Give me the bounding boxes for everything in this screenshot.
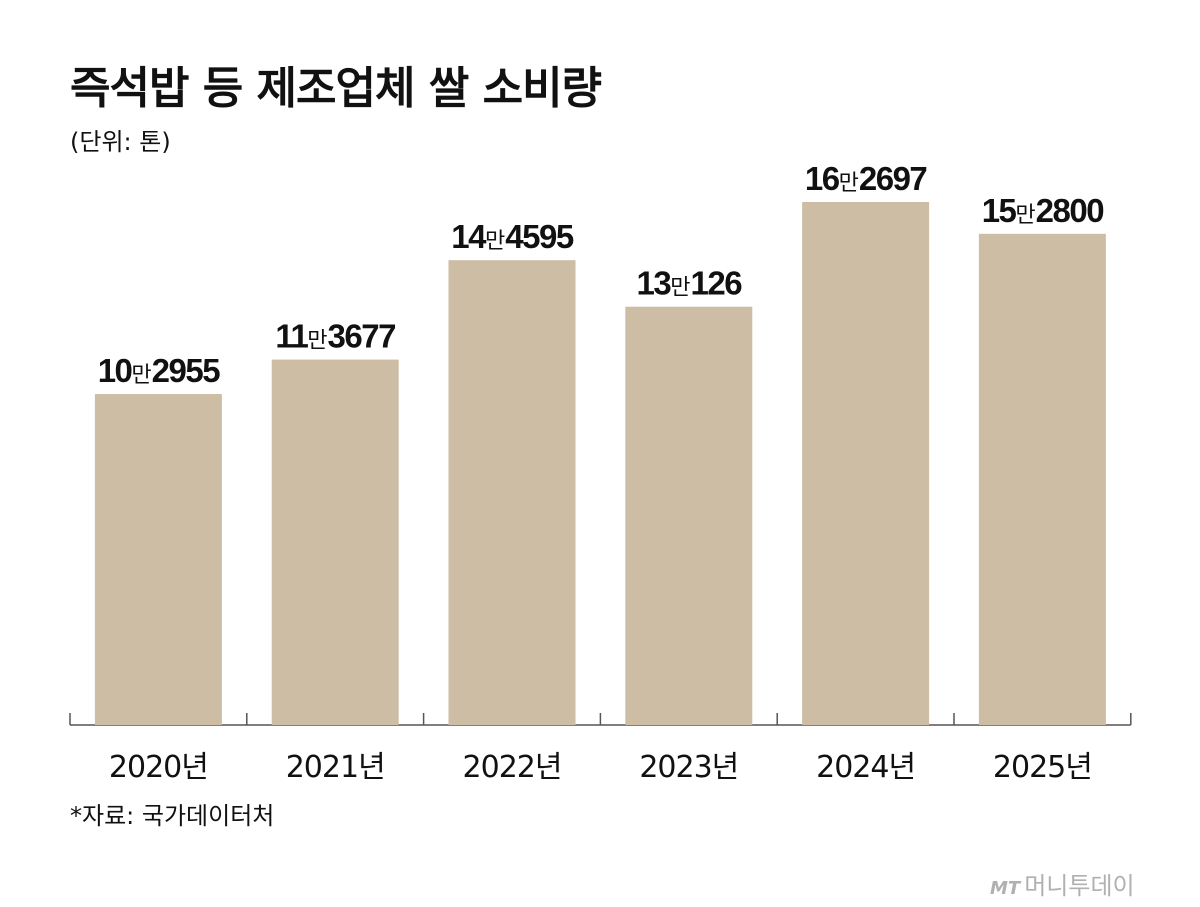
- value-label-rest: 4595: [505, 218, 574, 255]
- value-label-man: 16: [805, 160, 840, 197]
- chart-subtitle: (단위: 톤): [70, 128, 171, 156]
- bar: [978, 233, 1106, 725]
- value-label-man: 14: [451, 218, 487, 255]
- value-label-man: 11: [275, 318, 308, 355]
- value-label-man: 10: [98, 352, 132, 389]
- watermark: MT 머니투데이: [990, 866, 1135, 901]
- x-tick-label: 2020년: [109, 750, 208, 785]
- value-label-man: 15: [982, 192, 1017, 229]
- value-label: 13만126: [637, 265, 743, 302]
- value-label: 15만2800: [982, 192, 1104, 229]
- bar: [94, 394, 222, 725]
- value-label: 16만2697: [805, 160, 927, 197]
- value-label-unit: 만: [839, 171, 859, 196]
- bar: [802, 202, 930, 725]
- value-label-rest: 2697: [859, 160, 927, 197]
- x-tick-label: 2022년: [463, 750, 562, 785]
- bar: [448, 260, 576, 725]
- x-tick-label: 2024년: [816, 750, 915, 785]
- value-label: 10만2955: [98, 352, 221, 389]
- value-label-man: 13: [637, 265, 672, 302]
- watermark-text: 머니투데이: [1024, 872, 1135, 900]
- bar: [625, 306, 753, 725]
- value-label-rest: 2800: [1036, 192, 1104, 229]
- value-label: 11만3677: [275, 318, 395, 355]
- value-label-unit: 만: [307, 329, 327, 354]
- value-label-unit: 만: [670, 276, 690, 301]
- value-label-rest: 2955: [152, 352, 221, 389]
- x-tick-label: 2023년: [639, 750, 738, 785]
- value-label-unit: 만: [131, 363, 151, 388]
- source-note: *자료: 국가데이터처: [70, 802, 275, 830]
- x-tick-label: 2025년: [993, 750, 1092, 785]
- x-tick-label: 2021년: [286, 750, 385, 785]
- value-label-unit: 만: [1015, 203, 1035, 228]
- value-label: 14만4595: [451, 218, 574, 255]
- value-label-unit: 만: [485, 229, 505, 254]
- value-label-rest: 126: [691, 265, 743, 302]
- value-label-rest: 3677: [328, 318, 396, 355]
- chart-title: 즉석밥 등 제조업체 쌀 소비량: [70, 63, 602, 114]
- mt-logo-icon: MT: [990, 878, 1021, 899]
- bar: [271, 359, 399, 725]
